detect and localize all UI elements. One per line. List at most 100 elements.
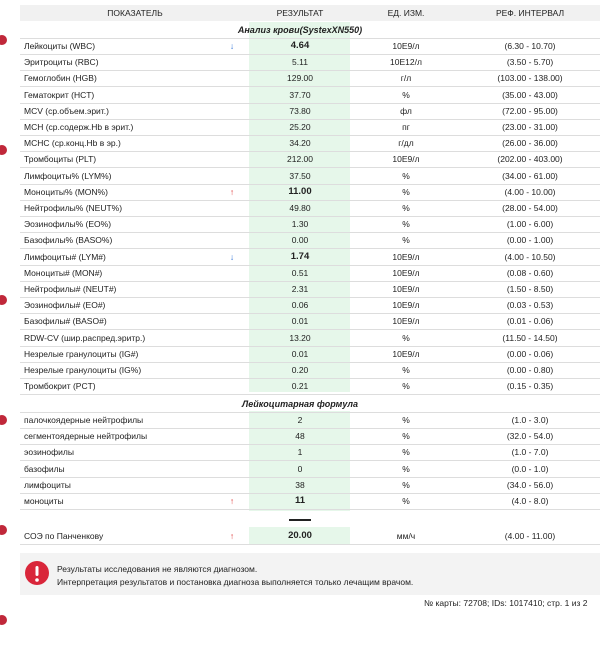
row-divider xyxy=(20,509,600,510)
edge-decoration xyxy=(0,35,7,625)
row-divider xyxy=(20,118,600,120)
row-name: Базофилы% (BASO%) xyxy=(24,235,113,246)
row-ref: (3.50 - 5.70) xyxy=(506,57,554,68)
row-divider xyxy=(20,135,600,136)
row-unit: % xyxy=(402,332,410,343)
column-header: РЕФ. ИНТЕРВАЛ xyxy=(495,8,565,18)
row-ref: (0.01 - 0.06) xyxy=(506,316,554,327)
row-ref: (4.00 - 11.00) xyxy=(504,531,556,541)
row-divider xyxy=(20,460,600,462)
row-name: Лимфоциты% (LYM%) xyxy=(24,170,112,181)
row-name: Эозинофилы% (EO%) xyxy=(24,219,112,230)
row-result: 20.00 xyxy=(288,530,312,541)
row-ref: (0.00 - 1.00) xyxy=(506,235,554,246)
footer: № карты: 72708; IDs: 1017410; стр. 1 из … xyxy=(424,598,588,608)
row-unit: % xyxy=(402,186,410,197)
row-result: 38 xyxy=(295,479,305,490)
row-result: 0.21 xyxy=(291,381,309,392)
row-ref: (72.00 - 95.00) xyxy=(502,105,558,116)
row-flag: ↓ xyxy=(229,251,235,262)
row-divider xyxy=(20,378,600,379)
row-unit: % xyxy=(402,89,410,100)
row-ref: (26.00 - 36.00) xyxy=(502,138,558,149)
row-result: 2 xyxy=(297,415,303,425)
row-name: Нейтрофилы% (NEUT%) xyxy=(24,203,123,213)
row-unit: % xyxy=(402,496,410,506)
row-name: Лейкоциты (WBC) xyxy=(24,41,96,51)
row-divider xyxy=(20,297,600,298)
row-divider xyxy=(20,544,600,545)
note-line: Результаты исследования не являются диаг… xyxy=(57,564,258,574)
row-unit: % xyxy=(402,381,410,392)
row-result: 0.01 xyxy=(291,316,309,327)
row-name: RDW-CV (шир.распред.эритр.) xyxy=(24,332,146,343)
row-divider xyxy=(20,86,600,88)
row-flag: ↓ xyxy=(229,41,235,51)
row-divider xyxy=(20,216,600,217)
row-ref: (6.30 - 10.70) xyxy=(504,41,556,51)
row-result: 0.20 xyxy=(291,365,309,375)
row-ref: (103.00 - 138.00) xyxy=(497,73,563,84)
row-name: MCH (ср.содерж.Hb в эрит.) xyxy=(24,122,134,132)
row-divider xyxy=(20,199,600,201)
result-band xyxy=(249,527,350,545)
row-unit: 10E9/л xyxy=(392,251,420,262)
row-unit: % xyxy=(402,219,410,230)
row-ref: (28.00 - 54.00) xyxy=(502,203,558,213)
row-name: Нейтрофилы# (NEUT#) xyxy=(24,284,117,294)
row-ref: (0.15 - 0.35) xyxy=(506,381,554,392)
row-name: Моноциты% (MON%) xyxy=(24,186,108,197)
row-ref: (1.00 - 6.00) xyxy=(506,219,554,230)
row-name: Лимфоциты# (LYM#) xyxy=(24,251,106,262)
row-name: Гематокрит (HCT) xyxy=(24,89,95,100)
row-result: 4.64 xyxy=(290,40,310,51)
row-result: 0.01 xyxy=(291,348,309,359)
row-result: 0.06 xyxy=(291,300,309,311)
row-name: Тромбокрит (PCT) xyxy=(24,381,96,392)
row-unit: % xyxy=(402,431,410,442)
warning-icon xyxy=(25,561,49,585)
row-divider xyxy=(20,183,600,185)
row-result: 34.20 xyxy=(289,138,311,149)
row-divider xyxy=(20,264,600,266)
row-divider xyxy=(20,167,600,169)
row-result: 1.74 xyxy=(290,250,310,262)
row-ref: (4.0 - 8.0) xyxy=(511,496,549,506)
row-divider xyxy=(20,54,600,55)
row-unit: пг xyxy=(402,122,410,132)
row-unit: % xyxy=(402,463,410,474)
row-divider xyxy=(20,102,600,104)
row-unit: % xyxy=(402,479,410,490)
note-box xyxy=(20,553,600,595)
row-result: 1.30 xyxy=(291,219,309,230)
row-ref: (1.50 - 8.50) xyxy=(506,284,554,294)
row-unit: % xyxy=(402,415,410,425)
row-divider xyxy=(20,151,600,153)
row-name: Незрелые гранулоциты (IG%) xyxy=(24,365,142,375)
row-divider xyxy=(20,345,600,347)
row-result: 0 xyxy=(297,463,303,474)
row-flag: ↑ xyxy=(229,496,235,506)
row-name: эозинофилы xyxy=(24,447,74,458)
row-name: MCV (ср.объем.эрит.) xyxy=(24,105,109,116)
row-name: моноциты xyxy=(24,496,64,506)
row-divider xyxy=(20,329,600,331)
separator xyxy=(289,519,311,521)
row-unit: фл xyxy=(400,105,412,116)
row-divider xyxy=(20,492,600,494)
row-unit: % xyxy=(402,365,410,375)
row-ref: (202.00 - 403.00) xyxy=(497,154,563,165)
column-header: РЕЗУЛЬТАТ xyxy=(276,8,324,18)
row-divider xyxy=(20,70,600,72)
row-result: 129.00 xyxy=(287,73,313,84)
row-unit: 10E12/л xyxy=(390,57,422,68)
row-divider xyxy=(20,476,600,478)
row-divider xyxy=(20,361,600,363)
row-ref: (32.0 - 54.0) xyxy=(506,431,554,442)
row-name: лимфоциты xyxy=(24,479,71,490)
row-name: Незрелые гранулоциты (IG#) xyxy=(24,348,139,359)
note-line: Интерпретация результатов и постановка д… xyxy=(57,577,414,587)
row-flag: ↑ xyxy=(229,531,235,541)
row-ref: (34.00 - 61.00) xyxy=(502,170,558,181)
